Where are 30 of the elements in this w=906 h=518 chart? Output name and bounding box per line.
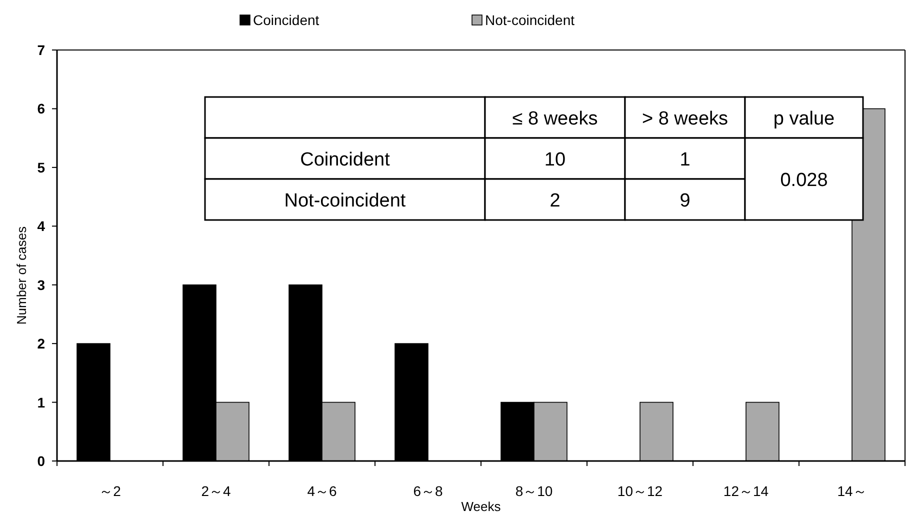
annotation: > 8 weeks (642, 108, 728, 130)
y-tick-label: 4 (37, 218, 46, 234)
y-tick-label: 3 (37, 276, 46, 293)
legend-label: Not-coincident (485, 12, 575, 28)
x-tick-label: 2～4 (201, 483, 231, 499)
y-axis-title: Number of cases (14, 226, 29, 325)
y-tick-label: 1 (37, 394, 46, 410)
annotation: 10 (544, 150, 566, 170)
annotation: ≤ 8 weeks (512, 108, 598, 130)
annotation: 1 (680, 150, 690, 170)
y-tick-label: 2 (37, 336, 46, 352)
annotation: 0.028 (780, 170, 828, 191)
x-tick-label: ～2 (99, 483, 122, 499)
x-tick-label: 10～12 (617, 483, 663, 499)
y-tick-label: 6 (37, 100, 46, 117)
y-tick-label: 0 (37, 453, 46, 469)
annotation: Coincident (300, 150, 391, 170)
annotation: Not-coincident (284, 190, 406, 212)
x-axis-title: Weeks (461, 499, 502, 514)
y-tick-label: 7 (37, 42, 46, 58)
x-tick-label: 6～8 (413, 483, 443, 499)
annotation: 9 (680, 190, 690, 212)
annotation: p value (773, 108, 835, 130)
annotation: 2 (550, 190, 560, 212)
x-tick-label: 8～10 (515, 483, 553, 499)
x-tick-label: 12～14 (723, 483, 769, 499)
legend-label: Coincident (253, 12, 320, 28)
y-tick-label: 5 (37, 159, 46, 176)
x-tick-label: 4～6 (307, 483, 337, 499)
x-tick-label: 14～ (837, 483, 867, 499)
